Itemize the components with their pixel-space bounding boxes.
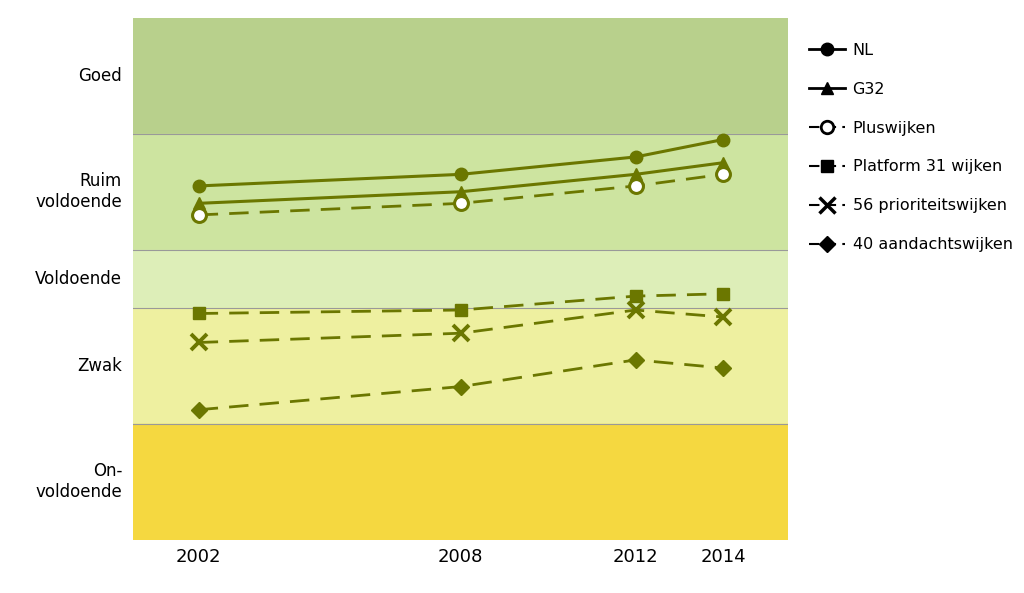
Bar	[133, 250, 788, 308]
Bar	[133, 18, 788, 134]
Bar	[133, 423, 788, 540]
Bar	[133, 308, 788, 423]
Bar	[133, 134, 788, 250]
Legend: NL, G32, Pluswijken, Platform 31 wijken, 56 prioriteitswijken, 40 aandachtswijke: NL, G32, Pluswijken, Platform 31 wijken,…	[803, 36, 1019, 259]
